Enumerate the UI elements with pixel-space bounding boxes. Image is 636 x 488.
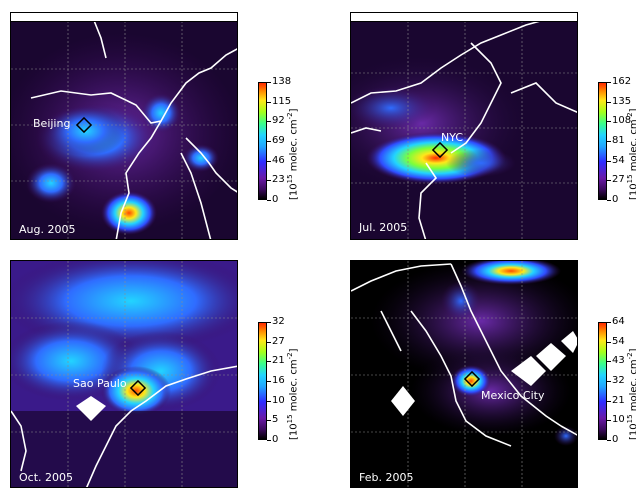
colorbar-tickmark [267,102,271,103]
colorbar-tick-label: 27 [272,336,285,347]
top-strip [351,13,577,22]
colorbar-tick-label: 32 [272,316,285,327]
colorbar-tickmark [607,322,611,323]
colorbar-tick-label: 21 [612,395,625,406]
colorbar-tick-label: 0 [612,194,619,205]
colorbar-3 [598,322,607,440]
colorbar-tickmark [607,361,611,362]
date-label-nyc: Jul. 2005 [359,221,408,234]
colorbar-tick-label: 115 [272,96,292,107]
colorbar-tickmark [607,401,611,402]
city-marker-beijing [75,116,93,134]
colorbar-tickmark [607,82,611,83]
colorbar-tick-label: 64 [612,316,625,327]
colorbar-units-label: [1015 molec. cm-2] [286,108,300,200]
colorbar-tick-label: 46 [272,155,285,166]
mexicocity-map [351,261,577,487]
colorbar-units-label: [1015 molec. cm-2] [626,348,636,440]
colorbar-tickmark [267,141,271,142]
colorbar-tickmark [267,180,271,181]
colorbar-tickmark [267,121,271,122]
colorbar-tickmark [607,141,611,142]
colorbar-tick-label: 54 [612,336,625,347]
colorbar-tickmark [267,200,271,201]
city-label-beijing: Beijing [33,117,71,130]
coastline [351,13,577,239]
colorbar-tick-label: 10 [612,414,625,425]
colorbar-tick-label: 43 [612,355,625,366]
colorbar-tickmark [267,420,271,421]
colorbar-tickmark [267,440,271,441]
colorbar-tick-label: 27 [612,174,625,185]
colorbar-tickmark [267,401,271,402]
colorbar-tickmark [607,200,611,201]
colorbar-units-label: [1015 molec. cm-2] [286,348,300,440]
colorbar-tick-label: 0 [272,194,279,205]
colorbar-tick-label: 138 [272,76,292,87]
colorbar-tick-label: 0 [612,434,619,445]
colorbar-tickmark [607,121,611,122]
colorbar-tickmark [607,342,611,343]
colorbar-tickmark [607,180,611,181]
map-panel-nyc: NYC Jul. 2005 [350,12,578,240]
colorbar-tick-label: 162 [612,76,632,87]
coastline [351,263,577,447]
colorbar-units-label: [1015 molec. cm-2] [626,108,636,200]
colorbar-tick-label: 16 [272,375,285,386]
colorbar-tickmark [267,82,271,83]
colorbar-tick-label: 32 [612,375,625,386]
colorbar-tickmark [607,102,611,103]
colorbar-tickmark [607,161,611,162]
colorbar-tickmark [267,381,271,382]
colorbar-tick-label: 21 [272,355,285,366]
colorbar-tick-label: 92 [272,115,285,126]
colorbar-tick-label: 0 [272,434,279,445]
colorbar-tick-label: 81 [612,135,625,146]
colorbar-tick-label: 5 [272,414,279,425]
colorbar-2 [258,322,267,440]
colorbar-1 [598,82,607,200]
map-panel-beijing: Beijing Aug. 2005 [10,12,238,240]
colorbar-tick-label: 10 [272,395,285,406]
colorbar-tick-label: 54 [612,155,625,166]
city-marker-nyc [431,141,449,159]
beijing-map [11,13,237,239]
colorbar-tickmark [607,381,611,382]
colorbar-tickmark [267,342,271,343]
colorbar-tickmark [607,440,611,441]
map-panel-saopaulo: Sao Paulo Oct. 2005 [10,260,238,488]
colorbar-tick-label: 108 [612,115,632,126]
city-marker-mexicocity [463,370,481,388]
city-label-nyc: NYC [441,131,464,144]
city-label-saopaulo: Sao Paulo [73,377,127,390]
colorbar-tickmark [267,161,271,162]
date-label-beijing: Aug. 2005 [19,223,76,236]
nyc-map [351,13,577,239]
colorbar-tick-label: 69 [272,135,285,146]
date-label-saopaulo: Oct. 2005 [19,471,74,484]
colorbar-tickmark [267,322,271,323]
top-strip [11,13,237,22]
coastline [11,365,237,487]
saopaulo-map [11,261,237,487]
city-marker-saopaulo [129,379,147,397]
colorbar-tickmark [607,420,611,421]
colorbar-tick-label: 135 [612,96,632,107]
city-label-mexicocity: Mexico City [481,389,545,402]
date-label-mexicocity: Feb. 2005 [359,471,414,484]
colorbar-tickmark [267,361,271,362]
map-panel-mexicocity: Mexico City Feb. 2005 [350,260,578,488]
colorbar-tick-label: 23 [272,174,285,185]
colorbar-0 [258,82,267,200]
